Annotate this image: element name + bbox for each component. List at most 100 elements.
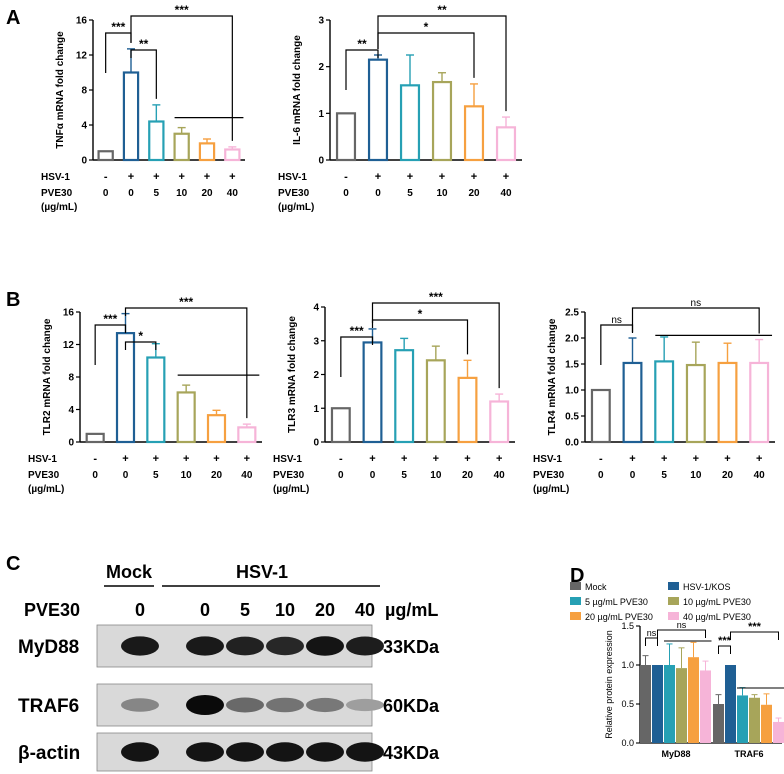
bar <box>749 361 770 444</box>
bar <box>676 668 687 743</box>
bar <box>399 84 421 162</box>
hsv-mark: + <box>369 453 375 465</box>
bar <box>495 126 517 162</box>
blot-band <box>121 636 159 656</box>
protein-label: MyD88 <box>18 637 79 658</box>
hsv-row-label: HSV-1 <box>533 454 562 465</box>
significance-label: *** <box>103 312 117 326</box>
pve-value: 5 <box>153 470 159 481</box>
legend-label: Mock <box>585 582 607 592</box>
y-axis-label: TLR3 mRNA fold change <box>287 316 298 433</box>
pve-value: 10 <box>430 470 442 481</box>
hsv-mark: + <box>433 453 439 465</box>
protein-label: TRAF6 <box>18 696 79 717</box>
pve-value: 20 <box>211 470 223 481</box>
hsv-mark: + <box>503 171 509 183</box>
unit-row-label: (µg/mL) <box>273 484 309 495</box>
bar <box>330 407 351 444</box>
lane-dose: 0 <box>135 600 145 620</box>
y-axis-label: Relative protein expression <box>604 630 614 739</box>
bar <box>717 361 738 444</box>
pve-value: 20 <box>462 470 474 481</box>
pve-value: 20 <box>201 188 213 199</box>
pve-value: 0 <box>103 188 109 199</box>
category-label: TRAF6 <box>735 749 764 759</box>
bar <box>761 704 772 743</box>
bar <box>425 359 446 444</box>
unit-row-label: (µg/mL) <box>533 484 569 495</box>
significance-label: ** <box>437 3 447 17</box>
significance-bracket <box>371 319 469 355</box>
hsv-mark: + <box>401 453 407 465</box>
hsv-mark: + <box>153 171 159 183</box>
protein-expression-chart: Mock HSV-1/KOS 5 µg/mL PVE30 10 µg/mL PVE30… <box>570 582 784 759</box>
hsv-mark: - <box>93 453 97 465</box>
bar <box>176 391 196 444</box>
significance-bracket <box>94 324 127 365</box>
blot-band <box>186 636 224 656</box>
bar <box>463 105 485 162</box>
bar <box>489 400 510 444</box>
pve-value: 5 <box>407 188 413 199</box>
bar <box>652 665 663 743</box>
pve-value: 10 <box>690 470 702 481</box>
y-tick-label: 3 <box>318 16 324 27</box>
lane-dose: 10 <box>275 600 295 620</box>
bar <box>640 665 651 743</box>
blot-band <box>226 697 264 713</box>
blot-band <box>306 636 344 656</box>
y-tick-label: 0.0 <box>565 438 579 449</box>
blot-band <box>226 636 264 656</box>
hsv-mark: + <box>724 453 730 465</box>
pve-value: 0 <box>92 470 98 481</box>
significance-bracket <box>631 307 760 334</box>
bar <box>431 80 453 162</box>
hsv-mark: + <box>375 171 381 183</box>
hsv-mark: + <box>213 453 219 465</box>
pve-row-label: PVE30 <box>278 188 310 199</box>
pve-value: 10 <box>176 188 188 199</box>
y-tick-label: 12 <box>63 340 75 351</box>
bar <box>148 120 165 162</box>
bar <box>394 349 415 444</box>
significance-bracket <box>657 629 706 638</box>
bar <box>335 112 357 162</box>
pve-row-label: PVE30 <box>533 470 565 481</box>
pve-value: 0 <box>630 470 636 481</box>
significance-label: ** <box>139 37 149 51</box>
blot-band <box>346 742 384 762</box>
pve-value: 5 <box>154 188 160 199</box>
blot-band <box>266 636 304 656</box>
blot-band <box>346 636 384 656</box>
significance-label: ns <box>691 298 702 309</box>
bar <box>664 665 675 743</box>
legend-swatch <box>668 597 679 605</box>
legend-swatch <box>570 612 581 620</box>
pve-row-label: PVE30 <box>28 470 60 481</box>
significance-bracket <box>377 15 507 112</box>
significance-label: ns <box>677 620 687 630</box>
lane-dose: 40 <box>355 600 375 620</box>
hsv-mark: + <box>229 171 235 183</box>
hsv-mark: + <box>178 171 184 183</box>
y-tick-label: 4 <box>81 121 87 132</box>
bar <box>737 695 748 743</box>
hsv-mark: + <box>122 453 128 465</box>
y-tick-label: 8 <box>68 373 74 384</box>
blot-band <box>121 698 159 712</box>
mock-group-label: Mock <box>106 562 153 582</box>
legend-swatch <box>668 582 679 590</box>
protein-size: 33KDa <box>383 637 440 657</box>
y-tick-label: 1.5 <box>621 621 634 631</box>
y-tick-label: 3 <box>313 336 319 347</box>
bar <box>622 361 643 444</box>
y-tick-label: 0 <box>313 438 319 449</box>
protein-size: 43KDa <box>383 743 440 763</box>
y-tick-label: 8 <box>81 86 87 97</box>
significance-bracket <box>730 631 779 640</box>
bar <box>173 132 190 162</box>
hsv-mark: + <box>471 171 477 183</box>
significance-label: * <box>424 20 429 34</box>
